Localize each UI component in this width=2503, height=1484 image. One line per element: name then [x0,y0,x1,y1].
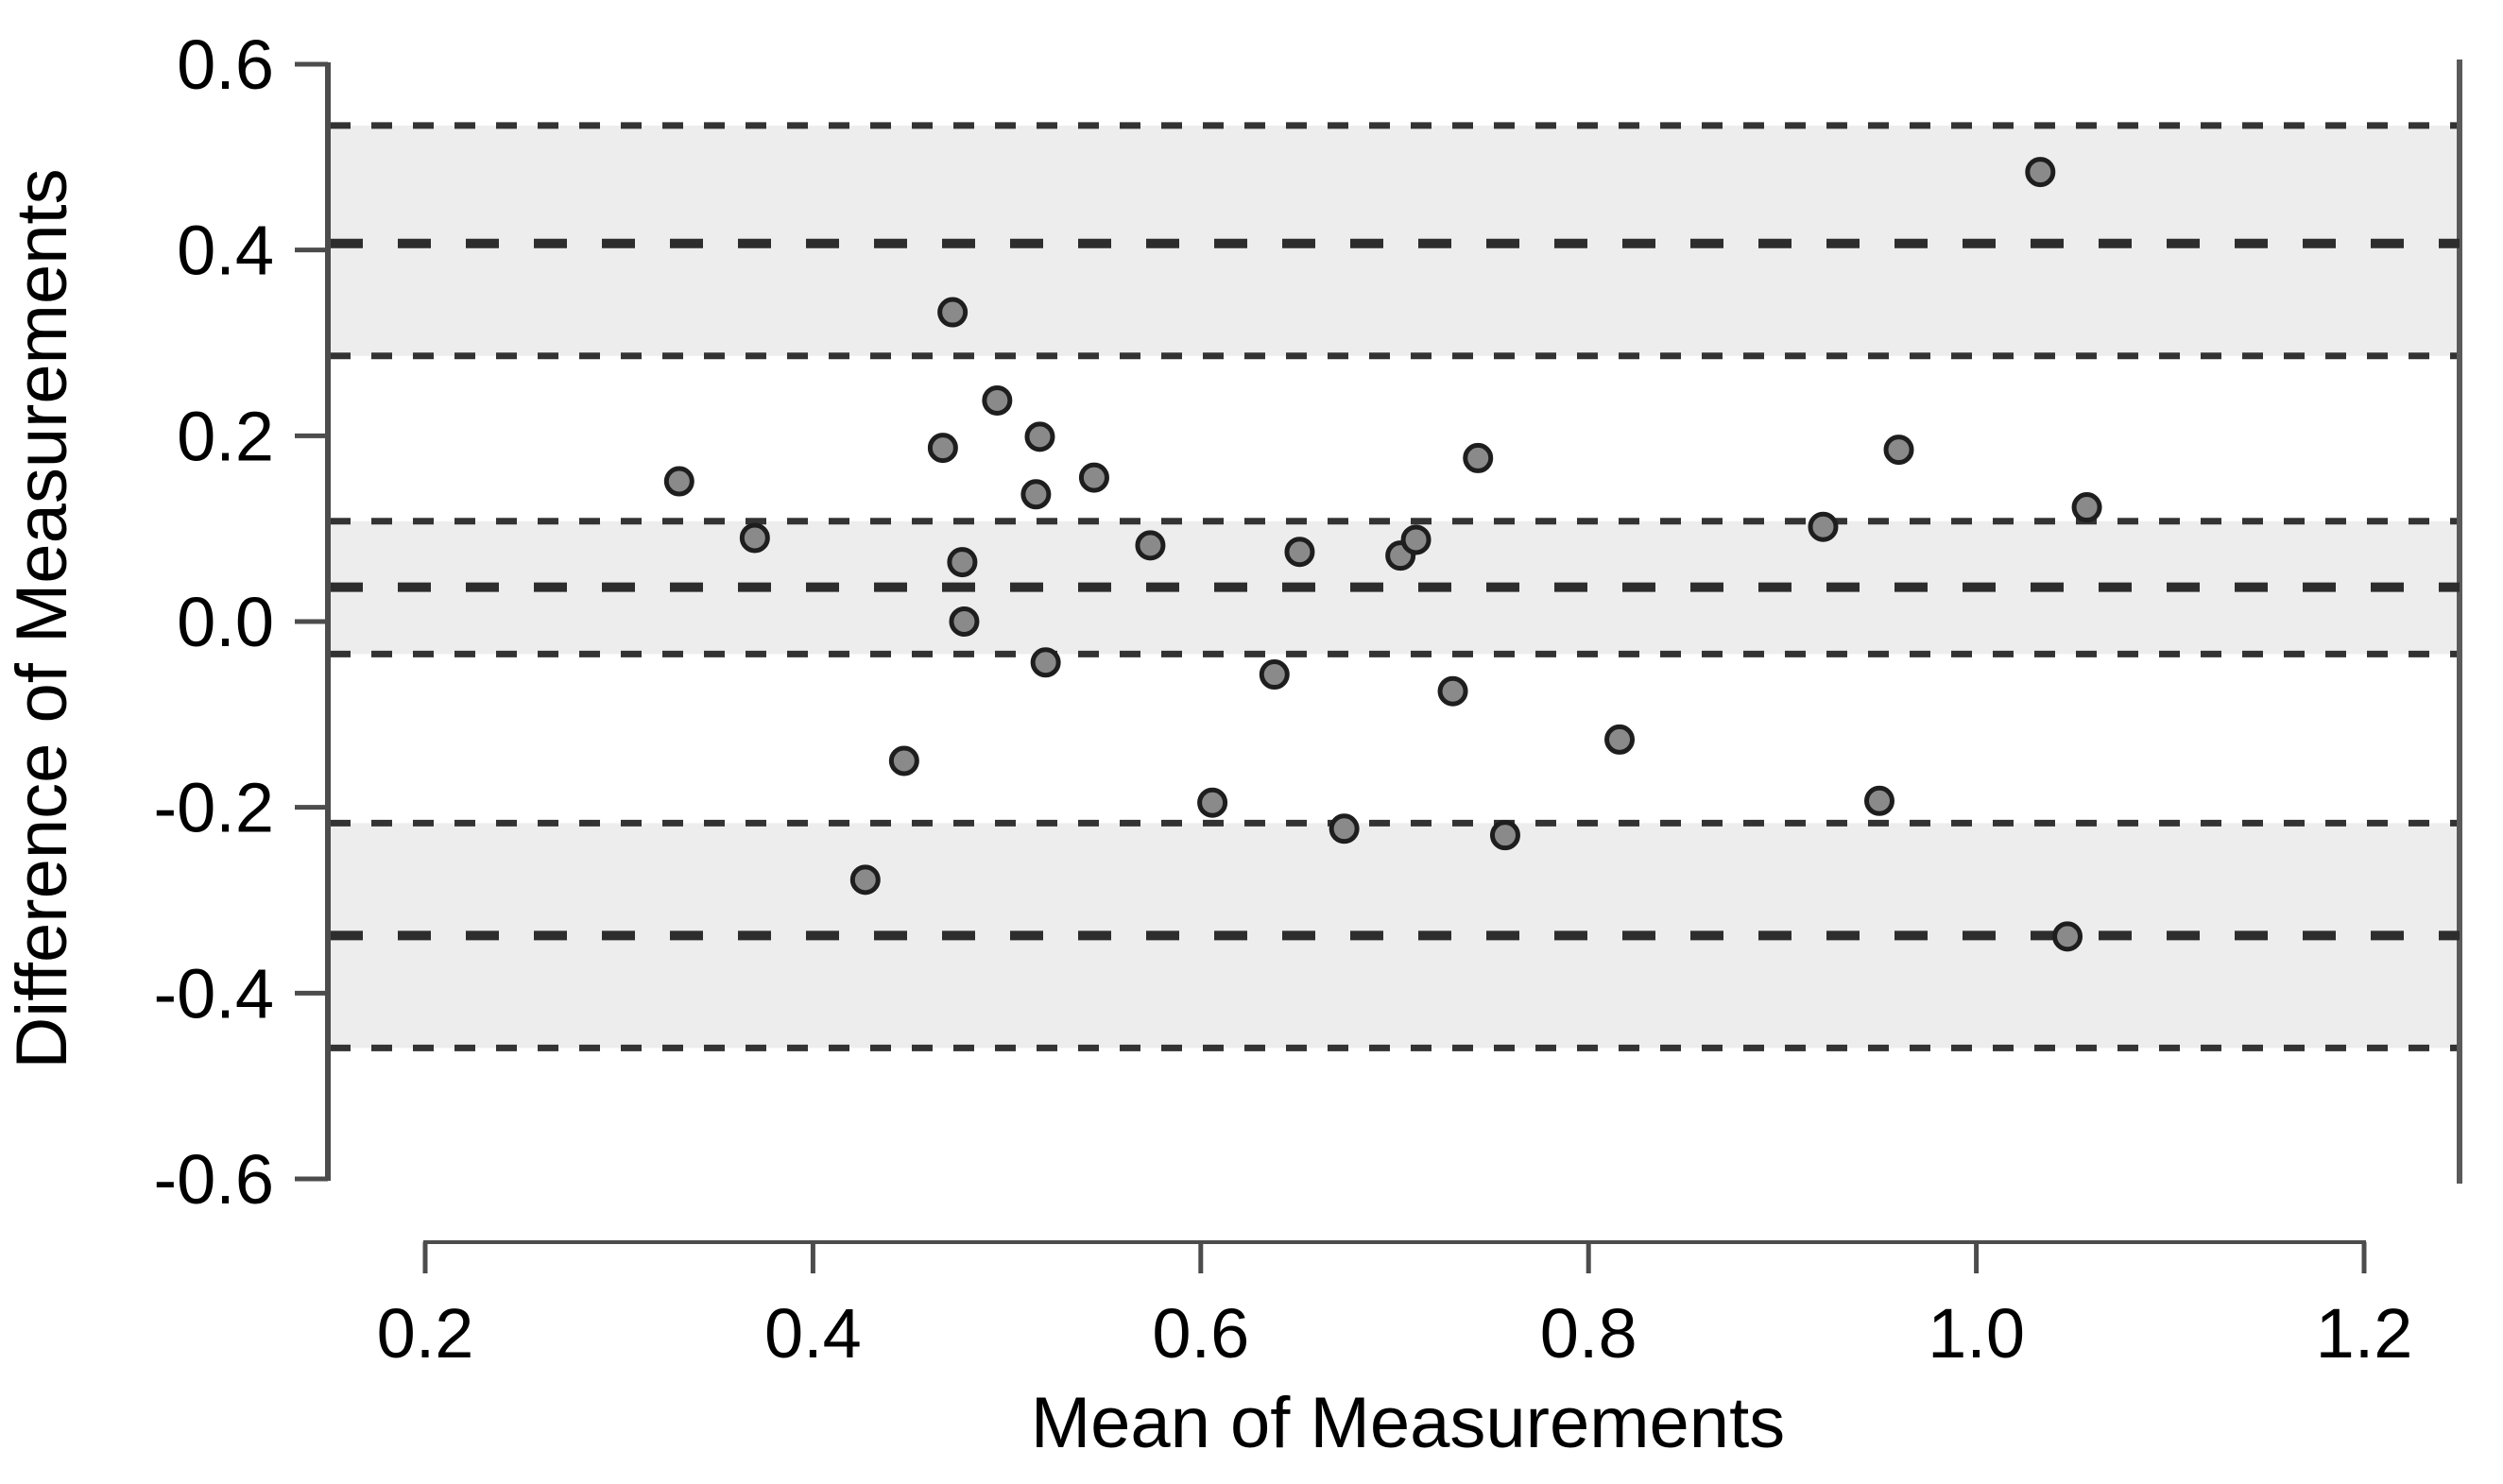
y-tick-label: -0.6 [153,1140,274,1219]
data-point [1883,435,1914,466]
data-point [2025,157,2056,188]
data-point [1135,530,1166,561]
x-axis: 0.2 0.4 0.6 0.8 1.0 1.2 [377,1240,2413,1373]
data-point [1197,787,1228,818]
x-tick-label: 1.2 [2316,1294,2413,1373]
data-point [1864,785,1894,816]
y-tick-label: 0.0 [177,583,274,661]
confidence-bands [330,125,2460,1049]
data-point [1284,537,1315,568]
data-point [1020,479,1052,510]
data-point [1024,421,1055,452]
data-point [849,864,881,896]
data-point [1808,511,1839,542]
data-point [1078,462,1109,493]
y-tick-label: -0.2 [153,769,274,847]
x-tick-label: 0.6 [1152,1294,1249,1373]
mean-difference-confidence-band [330,520,2460,655]
data-point [937,297,969,328]
data-point [947,547,978,578]
data-point [927,433,958,464]
data-point [1489,820,1520,851]
x-tick-label: 1.0 [1928,1294,2025,1373]
x-axis-title: Mean of Measurements [1031,1383,1785,1463]
upper-limit-of-agreement-confidence-band [330,125,2460,356]
data-point [1400,524,1432,555]
x-tick-label: 0.4 [764,1294,862,1373]
data-point [1259,659,1290,691]
data-point [739,522,770,554]
data-point [982,384,1013,416]
y-axis: 0.6 0.4 0.2 0.0 -0.2 -0.4 -0.6 [153,26,331,1219]
lower-limit-of-agreement-confidence-band [330,823,2460,1049]
data-point [1463,442,1494,473]
y-tick-label: 0.6 [177,26,274,104]
data-point [888,745,919,776]
x-tick-label: 0.2 [377,1294,474,1373]
agreement-lines [330,238,2460,941]
data-points [663,157,2102,952]
y-tick-label: 0.4 [177,212,274,290]
data-point [949,606,980,637]
data-point [1437,675,1468,707]
data-point [1030,647,1061,678]
y-tick-label: -0.4 [153,954,274,1032]
x-tick-label: 0.8 [1540,1294,1637,1373]
data-point [1604,724,1636,755]
data-point [2071,492,2102,523]
y-tick-label: 0.2 [177,397,274,475]
data-point [2052,921,2083,952]
y-axis-title: Difference of Measurements [2,168,82,1068]
data-point [1329,813,1360,844]
data-point [663,466,694,497]
